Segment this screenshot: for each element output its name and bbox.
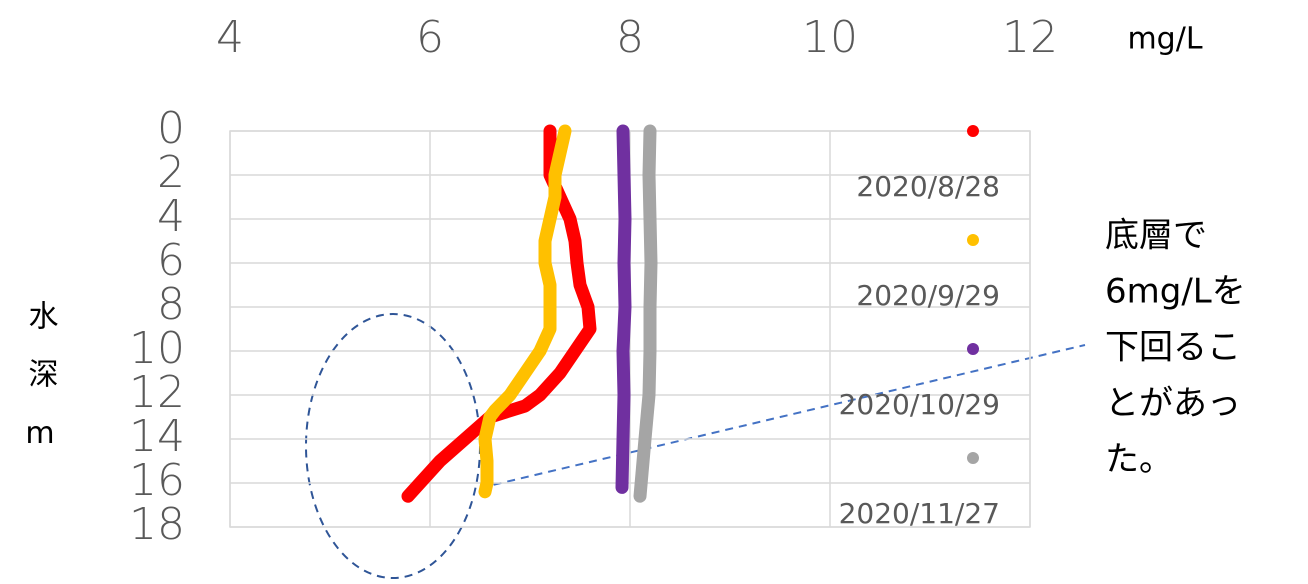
x-axis-label: mg/L [1127, 22, 1202, 57]
y-tick-label: 10 [129, 323, 185, 374]
annotation-text: 下回るこ [1105, 328, 1241, 368]
x-tick-label: 6 [416, 12, 444, 63]
y-tick-label: 16 [129, 455, 185, 506]
legend-marker [967, 343, 979, 355]
annotation-text: 6mg/Lを [1105, 272, 1246, 312]
series-line [478, 124, 572, 499]
x-tick-label: 12 [1002, 12, 1058, 63]
legend-label: 2020/8/28 [856, 170, 1000, 203]
legend-marker [967, 234, 979, 246]
y-tick-label: 14 [129, 411, 185, 462]
annotation-text: とがあっ [1105, 384, 1241, 424]
y-tick-label: 6 [157, 235, 185, 286]
callout-line [479, 344, 1086, 489]
legend-marker [967, 452, 979, 464]
y-tick-label: 2 [157, 147, 185, 198]
annotation-text: た。 [1105, 440, 1173, 480]
x-tick-label: 8 [616, 12, 644, 63]
series-line [633, 124, 658, 503]
y-tick-label: 0 [157, 103, 185, 154]
legend-label: 2020/10/29 [839, 388, 1000, 421]
y-tick-label: 18 [129, 499, 185, 550]
x-tick-label: 10 [802, 12, 858, 63]
y-tick-label: 8 [157, 279, 185, 330]
series-line [401, 124, 597, 503]
y-axis-label: 水深m [23, 300, 58, 479]
y-tick-label: 12 [129, 367, 185, 418]
legend-marker [967, 125, 979, 137]
legend-label: 2020/11/27 [839, 497, 1000, 530]
series-line [615, 124, 632, 494]
legend-label: 2020/9/29 [856, 279, 1000, 312]
x-tick-label: 4 [216, 12, 244, 63]
y-tick-label: 4 [157, 191, 185, 242]
annotation-text: 底層で [1105, 216, 1207, 256]
